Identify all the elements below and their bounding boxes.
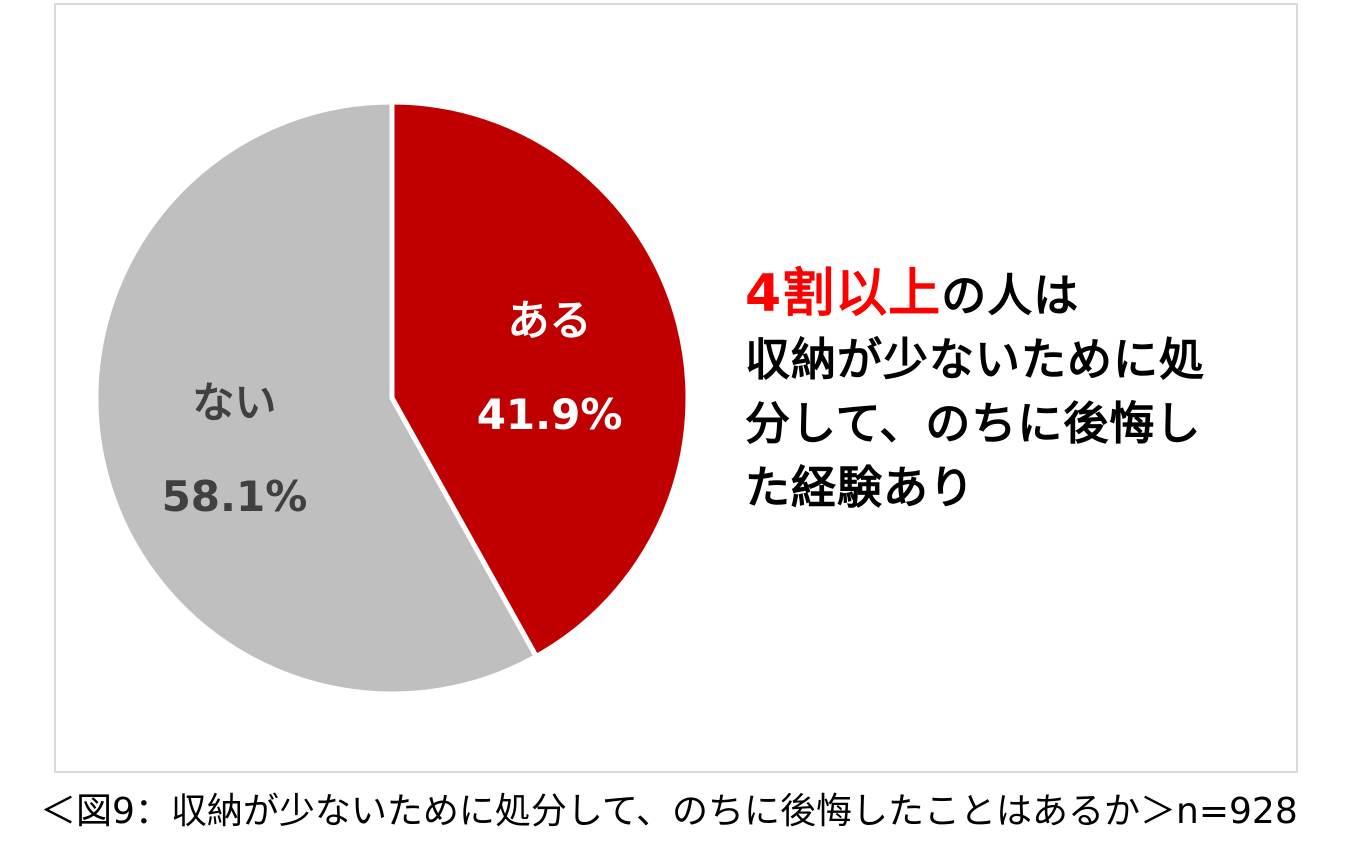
slice-value-label-1: 58.1% (162, 472, 308, 521)
annotation-line-1-rest: の人は (941, 269, 1080, 322)
pie-slice-1 (93, 99, 539, 697)
annotation-line-2: 収納が少ないために処 (745, 333, 1206, 386)
slice-category-label-1: ない (192, 378, 276, 427)
annotation-highlight: 4割以上 (745, 264, 942, 324)
pie-slice-0 (389, 99, 691, 659)
chart-annotation: 4割以上の人は 収納が少ないために処 分して、のちに後悔し た経験あり (745, 262, 1285, 520)
figure-caption: ＜図9：収納が少ないために処分して、のちに後悔したことはあるか＞n=928 (40, 791, 1298, 832)
annotation-line-4: た経験あり (745, 461, 976, 514)
slice-value-label-0: 41.9% (477, 390, 623, 439)
slice-category-label-0: ある (508, 296, 592, 345)
annotation-line-3: 分して、のちに後悔し (745, 397, 1202, 450)
annotation-line-1: 4割以上の人は (745, 262, 1285, 328)
